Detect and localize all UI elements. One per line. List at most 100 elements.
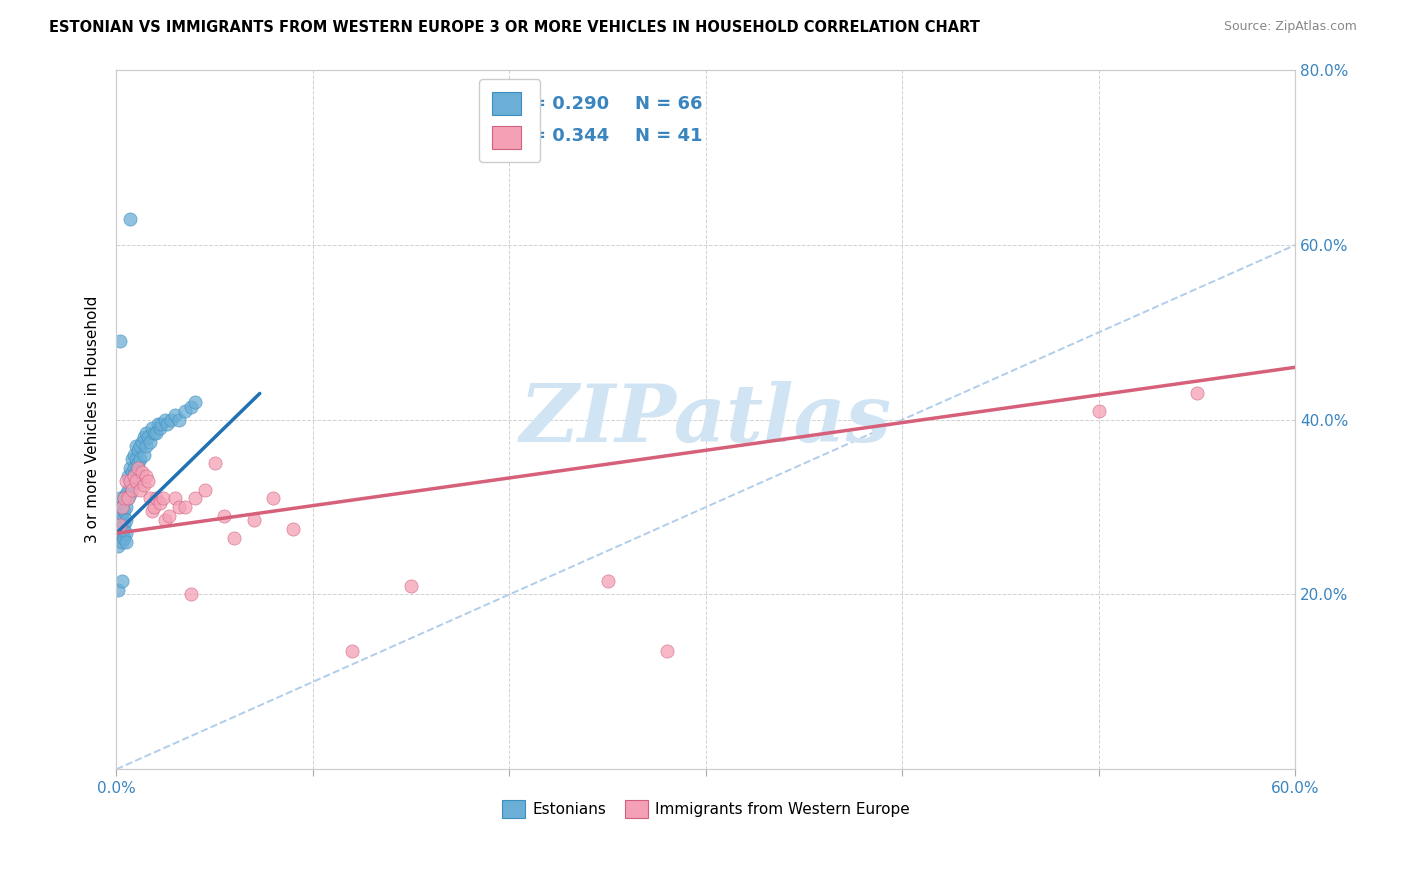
Point <box>115 535 138 549</box>
Point <box>136 474 159 488</box>
Text: ZIPatlas: ZIPatlas <box>520 381 891 458</box>
Point <box>125 474 148 488</box>
Point <box>118 474 141 488</box>
Point <box>138 434 160 449</box>
Point <box>148 421 170 435</box>
Point <box>135 439 157 453</box>
Point <box>150 417 173 431</box>
Point <box>131 465 153 479</box>
Point <box>111 500 134 514</box>
Point <box>117 469 139 483</box>
Point <box>125 465 148 479</box>
Point <box>167 500 190 514</box>
Point <box>155 513 177 527</box>
Text: Source: ZipAtlas.com: Source: ZipAtlas.com <box>1223 20 1357 33</box>
Point <box>194 483 217 497</box>
Text: N = 66: N = 66 <box>636 95 703 112</box>
Point <box>156 417 179 431</box>
Point <box>141 504 163 518</box>
Point <box>107 526 129 541</box>
Point <box>108 500 131 514</box>
Point <box>108 517 131 532</box>
Point <box>596 574 619 589</box>
Point <box>148 496 170 510</box>
Point <box>118 487 141 501</box>
Point <box>125 439 148 453</box>
Point <box>281 522 304 536</box>
Point <box>122 460 145 475</box>
Point <box>111 535 134 549</box>
Point <box>132 478 155 492</box>
Point <box>121 452 143 467</box>
Point <box>184 395 207 409</box>
Point <box>127 460 149 475</box>
Point <box>141 421 163 435</box>
Point <box>184 491 207 506</box>
Point <box>118 460 141 475</box>
Point <box>117 491 139 506</box>
Point <box>107 517 129 532</box>
Point <box>174 500 197 514</box>
Point <box>224 531 246 545</box>
Point <box>132 448 155 462</box>
Point <box>112 504 135 518</box>
Point <box>111 500 134 514</box>
Point <box>399 579 422 593</box>
Point <box>128 452 150 467</box>
Point <box>1185 386 1208 401</box>
Text: N = 41: N = 41 <box>636 128 703 145</box>
Point <box>128 439 150 453</box>
Point <box>118 474 141 488</box>
Point <box>152 491 174 506</box>
Point <box>214 508 236 523</box>
Point <box>125 452 148 467</box>
Point <box>112 491 135 506</box>
Point <box>118 211 141 226</box>
Point <box>160 412 183 426</box>
Point <box>115 500 138 514</box>
Point <box>340 644 363 658</box>
Point <box>115 487 138 501</box>
Point <box>112 531 135 545</box>
Point <box>165 491 187 506</box>
Point <box>145 425 167 440</box>
Point <box>108 491 131 506</box>
Point <box>204 456 226 470</box>
Point <box>180 587 202 601</box>
Point <box>145 491 167 506</box>
Point <box>128 483 150 497</box>
Point <box>112 517 135 532</box>
Point <box>115 474 138 488</box>
Point <box>111 522 134 536</box>
Point <box>135 425 157 440</box>
Point <box>122 469 145 483</box>
Point <box>138 491 160 506</box>
Point <box>107 583 129 598</box>
Point <box>135 469 157 483</box>
Point <box>155 412 177 426</box>
Point <box>157 508 180 523</box>
Point <box>111 526 134 541</box>
Point <box>263 491 285 506</box>
Point <box>1088 404 1111 418</box>
Point <box>132 430 155 444</box>
Point <box>131 434 153 449</box>
Point <box>136 430 159 444</box>
Point <box>122 474 145 488</box>
Point <box>142 500 165 514</box>
Point <box>108 508 131 523</box>
Point <box>165 409 187 423</box>
Y-axis label: 3 or more Vehicles in Household: 3 or more Vehicles in Household <box>86 296 100 543</box>
Point <box>121 465 143 479</box>
Point <box>108 334 131 348</box>
Point <box>167 412 190 426</box>
Text: ESTONIAN VS IMMIGRANTS FROM WESTERN EUROPE 3 OR MORE VEHICLES IN HOUSEHOLD CORRE: ESTONIAN VS IMMIGRANTS FROM WESTERN EURO… <box>49 20 980 35</box>
Point <box>115 526 138 541</box>
Point <box>122 448 145 462</box>
Point <box>180 400 202 414</box>
Point <box>174 404 197 418</box>
Point <box>111 574 134 589</box>
Point <box>127 443 149 458</box>
Point <box>243 513 266 527</box>
Point <box>146 417 169 431</box>
